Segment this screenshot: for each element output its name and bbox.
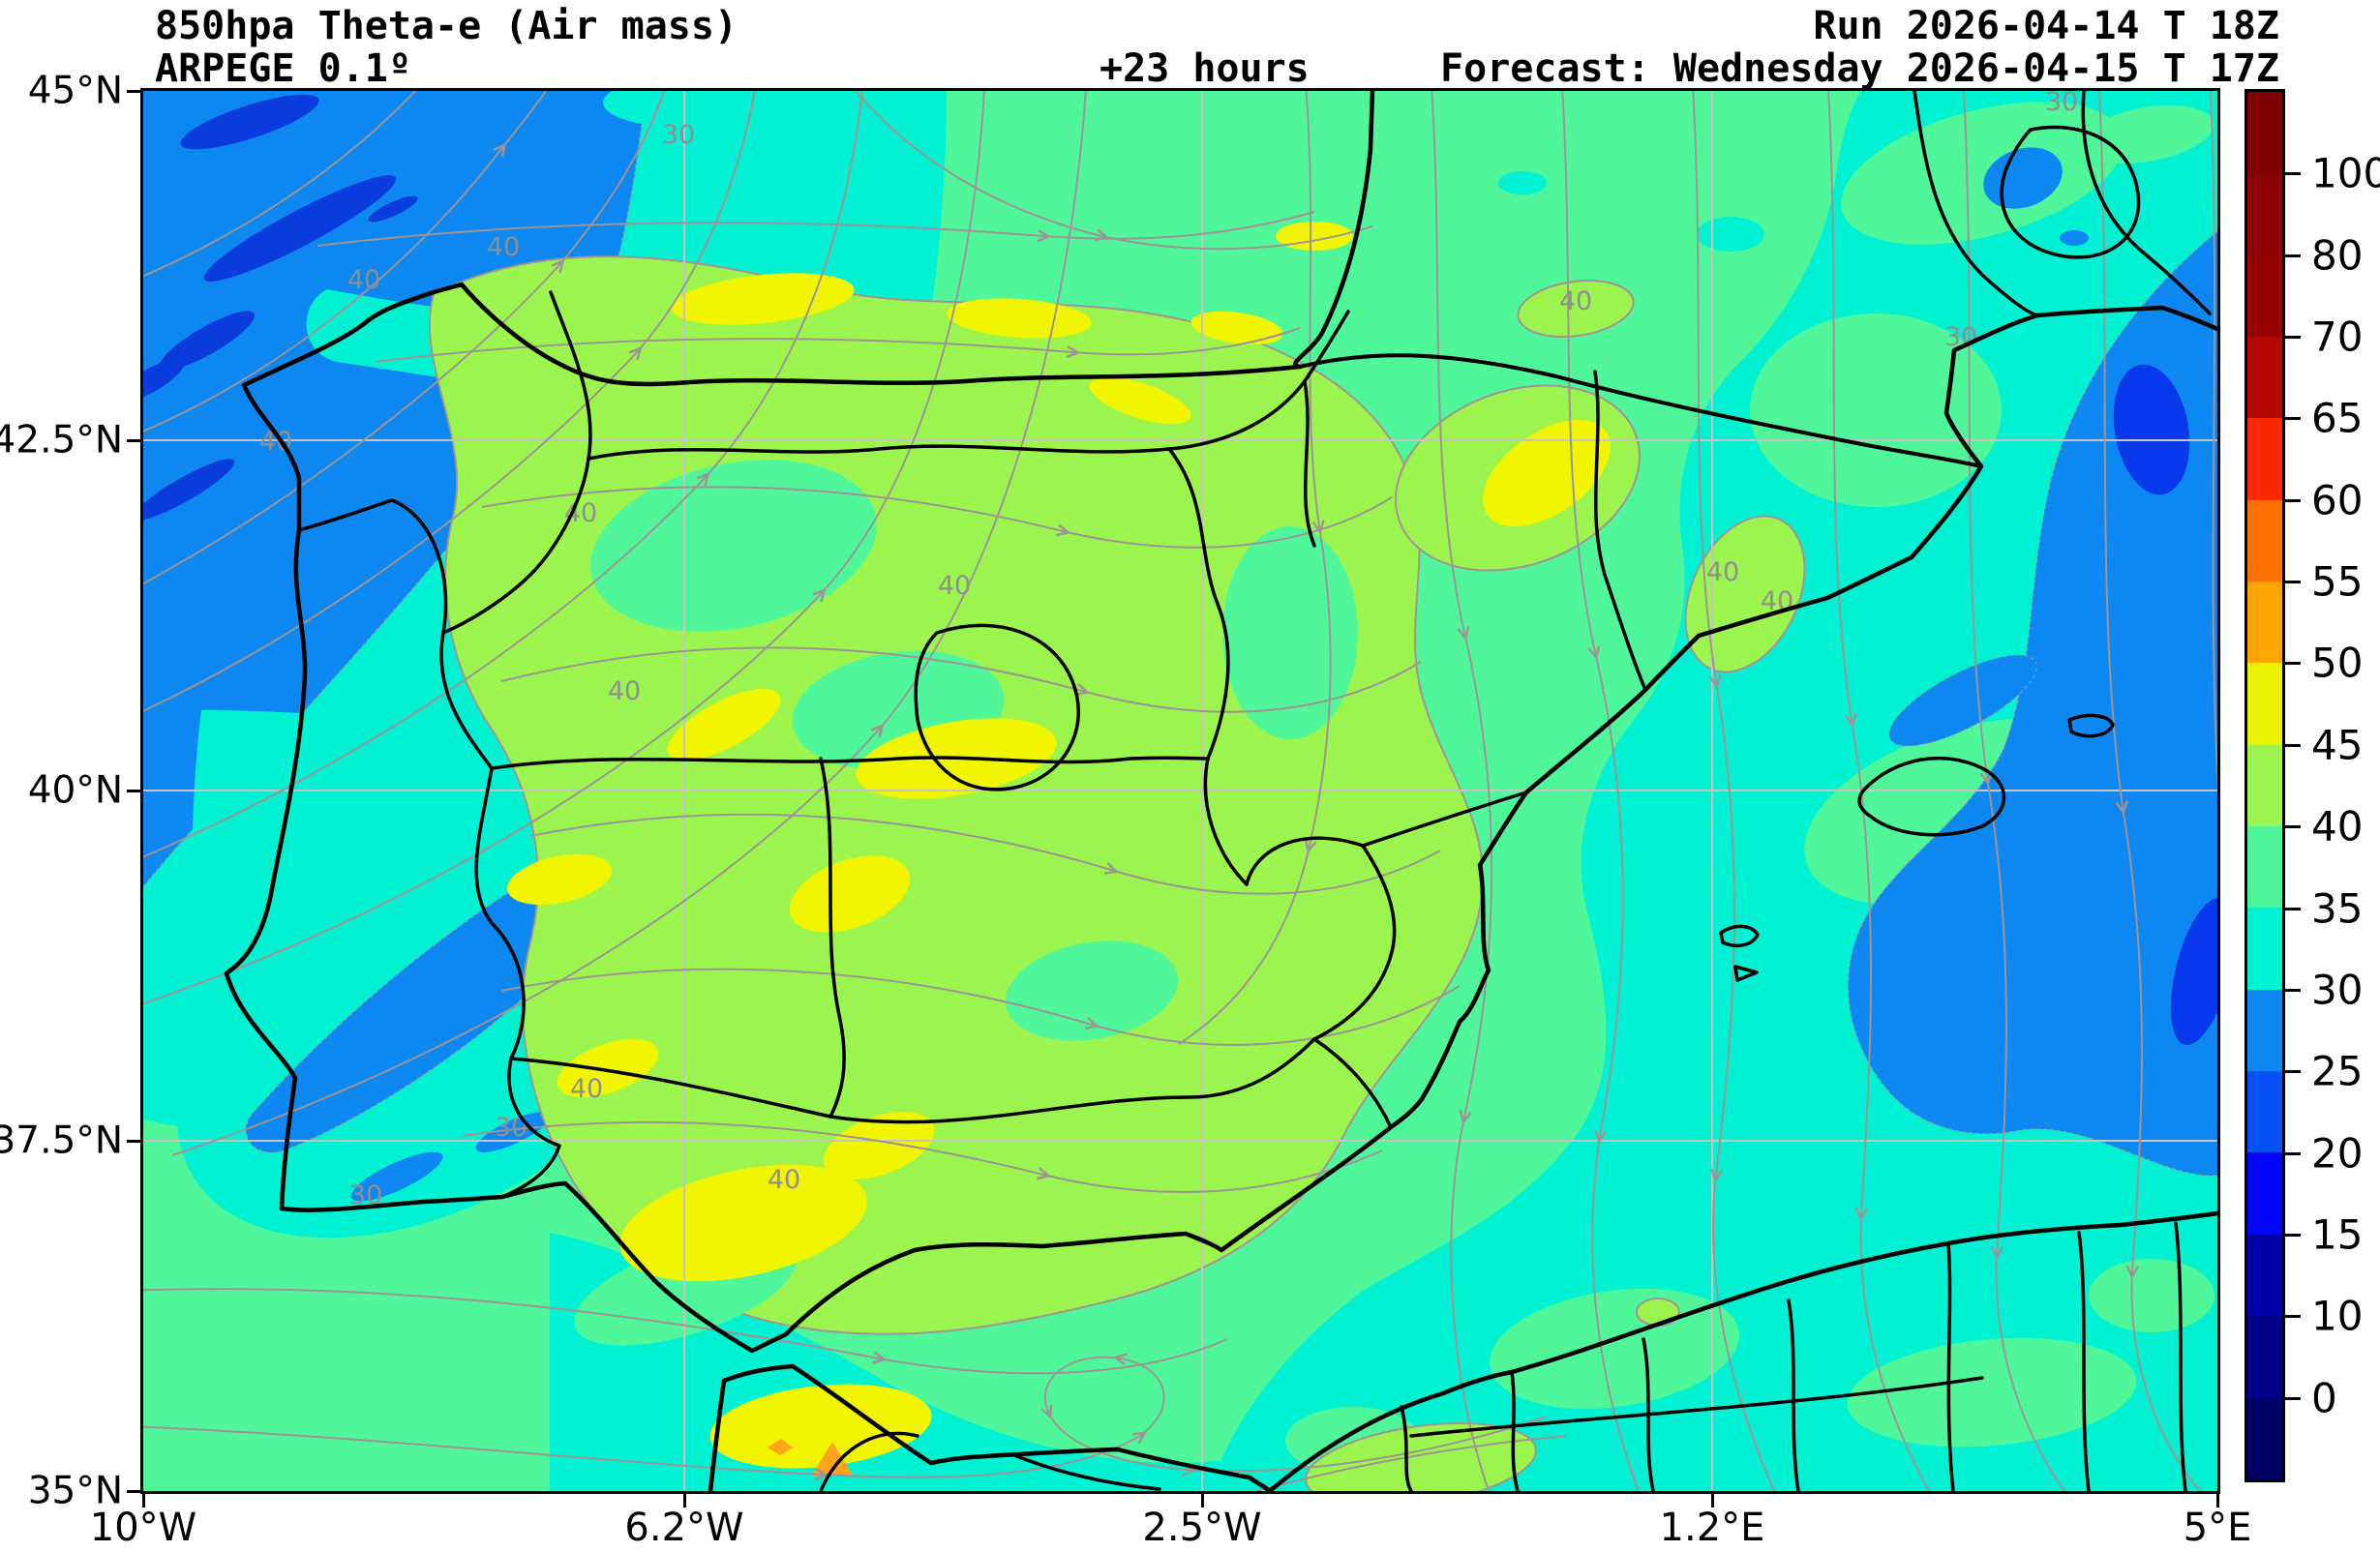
- colorbar-tick: [2285, 1396, 2301, 1400]
- colorbar-tick-label: 80: [2311, 231, 2364, 280]
- y-axis-tick: [127, 439, 140, 442]
- colorbar-segment: [2247, 499, 2282, 582]
- y-axis-label: 42.5°N: [0, 418, 123, 463]
- colorbar-tick: [2285, 825, 2301, 829]
- colorbar-segment: [2247, 254, 2282, 338]
- colorbar-tick: [2285, 1070, 2301, 1074]
- x-axis-label: 10°W: [89, 1506, 197, 1550]
- colorbar-tick: [2285, 172, 2301, 176]
- x-axis-label: 5°E: [2183, 1506, 2252, 1550]
- x-axis-tick: [1711, 1494, 1714, 1507]
- colorbar-tick-label: 15: [2311, 1210, 2364, 1259]
- x-axis-tick: [683, 1494, 686, 1507]
- colorbar-tick-label: 25: [2311, 1047, 2364, 1095]
- colorbar-segment: [2247, 1152, 2282, 1235]
- colorbar-tick: [2285, 662, 2301, 666]
- coastlines-borders: [224, 91, 2217, 1491]
- y-axis-label: 40°N: [27, 768, 123, 813]
- y-axis-label: 45°N: [27, 69, 123, 113]
- contour-value-label: 40: [768, 1165, 800, 1195]
- contour-value-label: 40: [564, 498, 597, 528]
- colorbar: [2244, 89, 2285, 1482]
- colorbar-tick: [2285, 743, 2301, 747]
- colorbar-segment: [2247, 1071, 2282, 1153]
- streamlines: [143, 91, 2217, 1491]
- colorbar-tick: [2285, 1151, 2301, 1155]
- y-axis-tick: [127, 790, 140, 792]
- colorbar-tick: [2285, 254, 2301, 257]
- x-axis-label: 2.5°W: [1142, 1506, 1262, 1550]
- colorbar-segment: [2247, 1316, 2282, 1398]
- colorbar-tick-label: 60: [2311, 476, 2364, 524]
- page-title: 850hpa Theta-e (Air mass): [155, 4, 738, 48]
- contour-value-label: 40: [570, 1074, 603, 1104]
- contour-value-label: 40: [347, 265, 380, 295]
- y-axis-tick: [127, 1490, 140, 1493]
- colorbar-tick-label: 70: [2311, 313, 2364, 361]
- colorbar-tick: [2285, 907, 2301, 910]
- colorbar-segment: [2247, 1397, 2282, 1479]
- colorbar-segment: [2247, 826, 2282, 909]
- forecast-label: Forecast: Wednesday 2026-04-15 T 17Z: [1440, 46, 2279, 91]
- colorbar-segment: [2247, 337, 2282, 419]
- colorbar-tick-label: 40: [2311, 802, 2364, 851]
- colorbar-tick-label: 10: [2311, 1292, 2364, 1340]
- colorbar-segment: [2247, 744, 2282, 827]
- colorbar-tick: [2285, 336, 2301, 340]
- contour-value-label: 30: [2045, 91, 2078, 117]
- contour-value-label: 40: [608, 676, 641, 706]
- x-axis-label: 6.2°W: [624, 1506, 744, 1550]
- contour-value-label: 40: [1706, 557, 1739, 587]
- colorbar-tick: [2285, 1315, 2301, 1319]
- y-axis-label: 35°N: [27, 1469, 123, 1513]
- y-axis-label: 37.5°N: [0, 1119, 123, 1163]
- contour-value-label: 40: [1559, 286, 1592, 316]
- x-axis-label: 1.2°E: [1659, 1506, 1765, 1550]
- contour-value-label: 40: [487, 232, 520, 262]
- colorbar-tick-label: 50: [2311, 639, 2364, 687]
- x-axis-tick: [2216, 1494, 2219, 1507]
- colorbar-tick: [2285, 498, 2301, 502]
- colorbar-segment: [2247, 908, 2282, 990]
- colorbar-tick-label: 0: [2311, 1374, 2337, 1422]
- y-axis-tick: [127, 90, 140, 93]
- colorbar-tick-label: 30: [2311, 966, 2364, 1014]
- colorbar-tick: [2285, 581, 2301, 584]
- contour-value-label: 40: [938, 571, 971, 601]
- colorbar-tick-label: 65: [2311, 394, 2364, 442]
- colorbar-segment: [2247, 663, 2282, 745]
- colorbar-segment: [2247, 173, 2282, 255]
- colorbar-segment: [2247, 582, 2282, 664]
- map-plot-area: 40 40 40 40 40 40 40 40 40 40 40 30 30 30 30 30: [140, 88, 2220, 1494]
- colorbar-tick: [2285, 1233, 2301, 1237]
- x-axis-tick: [142, 1494, 145, 1507]
- y-axis-tick: [127, 1140, 140, 1143]
- colorbar-segment: [2247, 1234, 2282, 1317]
- model-subtitle: ARPEGE 0.1º: [155, 46, 411, 91]
- contour-value-label: 30: [662, 120, 695, 150]
- colorbar-segment: [2247, 989, 2282, 1072]
- colorbar-tick-label: 35: [2311, 884, 2364, 933]
- colorbar-tick: [2285, 417, 2301, 421]
- x-axis-tick: [1201, 1494, 1204, 1507]
- colorbar-segment: [2247, 92, 2282, 174]
- lead-time-label: +23 hours: [1100, 46, 1310, 91]
- colorbar-tick-label: 55: [2311, 557, 2364, 606]
- colorbar-tick-label: 20: [2311, 1129, 2364, 1178]
- colorbar-segment: [2247, 418, 2282, 500]
- run-label: Run 2026-04-14 T 18Z: [1813, 4, 2279, 48]
- colorbar-tick: [2285, 988, 2301, 992]
- colorbar-tick-label: 45: [2311, 721, 2364, 769]
- colorbar-tick-label: 100: [2311, 149, 2380, 197]
